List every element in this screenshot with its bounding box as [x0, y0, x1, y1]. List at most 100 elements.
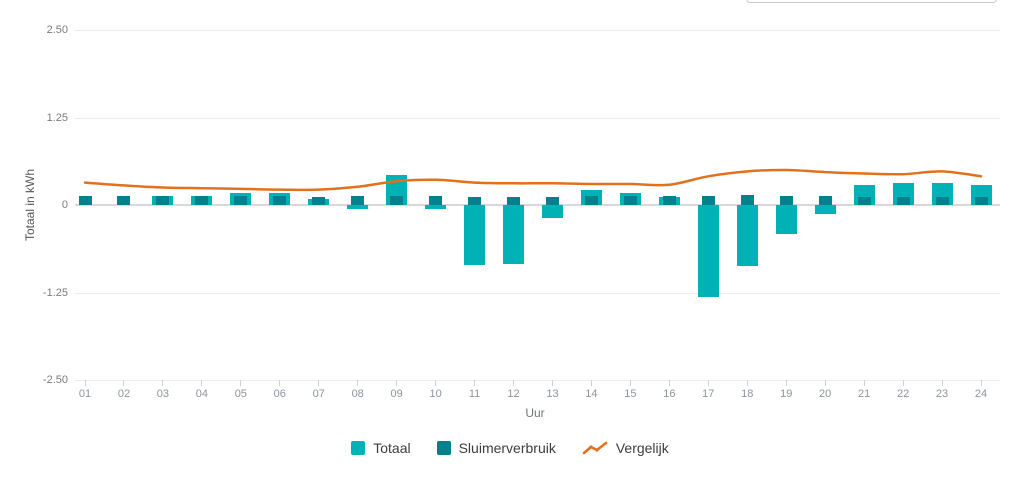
x-tick-mark	[668, 380, 670, 386]
bar-sluimerverbruik-07[interactable]	[312, 196, 326, 205]
x-tick-label: 14	[585, 388, 598, 400]
bar-sluimerverbruik-11[interactable]	[468, 196, 482, 205]
y-tick-label: 1.25	[46, 111, 68, 124]
x-tick-label: 23	[935, 388, 949, 400]
bar-totaal-11[interactable]	[464, 205, 486, 266]
bar-sluimerverbruik-09[interactable]	[390, 195, 404, 205]
x-tick-mark	[201, 380, 203, 386]
x-tick-label: 04	[195, 388, 208, 400]
gridline	[75, 380, 1000, 381]
bar-sluimerverbruik-19[interactable]	[779, 195, 793, 205]
legend-label-totaal: Totaal	[373, 440, 411, 456]
x-tick-mark	[162, 380, 164, 386]
bar-totaal-18[interactable]	[736, 205, 758, 266]
x-tick-mark	[902, 380, 904, 386]
x-tick-label: 05	[234, 388, 247, 400]
x-tick-mark	[629, 380, 631, 386]
x-tick-label: 06	[273, 388, 286, 400]
x-tick-mark	[785, 380, 787, 386]
bar-sluimerverbruik-20[interactable]	[818, 195, 832, 205]
bar-sluimerverbruik-22[interactable]	[896, 196, 910, 205]
bar-sluimerverbruik-18[interactable]	[740, 195, 754, 205]
legend-label-vergelijk: Vergelijk	[615, 440, 669, 456]
bar-sluimerverbruik-04[interactable]	[195, 195, 209, 205]
x-tick-label: 09	[390, 388, 403, 400]
period-dropdown-cutoff[interactable]	[746, 0, 997, 3]
bar-sluimerverbruik-17[interactable]	[701, 195, 715, 205]
x-tick-label: 10	[429, 388, 442, 400]
bar-totaal-19[interactable]	[775, 205, 797, 235]
bar-sluimerverbruik-02[interactable]	[117, 195, 131, 205]
x-tick-mark	[474, 380, 476, 386]
bar-sluimerverbruik-16[interactable]	[662, 195, 676, 205]
x-tick-label: 12	[507, 388, 520, 400]
x-tick-label: 20	[819, 388, 832, 400]
bar-sluimerverbruik-23[interactable]	[935, 196, 949, 205]
x-tick-mark	[279, 380, 281, 386]
sluimerverbruik-swatch-icon	[436, 441, 451, 455]
x-tick-label: 02	[117, 388, 131, 400]
x-tick-label: 08	[351, 388, 364, 400]
zero-gridline	[75, 204, 1000, 206]
bar-totaal-12[interactable]	[503, 205, 525, 264]
bar-sluimerverbruik-06[interactable]	[273, 195, 287, 205]
bar-sluimerverbruik-13[interactable]	[545, 196, 559, 205]
y-tick-label: -1.25	[42, 286, 68, 299]
x-tick-label: 11	[468, 388, 481, 400]
legend-label-sluimerverbruik: Sluimerverbruik	[458, 440, 556, 456]
x-tick-label: 17	[702, 388, 715, 400]
x-tick-mark	[513, 380, 515, 386]
legend-item-vergelijk[interactable]: Vergelijk	[582, 440, 669, 456]
legend-item-totaal[interactable]: Totaal	[351, 440, 411, 456]
bar-totaal-20[interactable]	[814, 205, 836, 215]
x-tick-label: 18	[741, 388, 754, 400]
y-tick-label: -2.50	[42, 374, 68, 386]
x-tick-mark	[318, 380, 320, 386]
x-tick-label: 03	[156, 388, 170, 400]
x-tick-label: 22	[896, 388, 910, 400]
bar-sluimerverbruik-08[interactable]	[351, 195, 365, 205]
x-tick-mark	[240, 380, 242, 386]
x-tick-label: 21	[858, 388, 871, 400]
x-tick-mark	[941, 380, 943, 386]
x-tick-mark	[746, 380, 748, 386]
x-tick-label: 13	[546, 388, 559, 400]
x-tick-label: 24	[974, 388, 988, 400]
x-tick-mark	[396, 380, 398, 386]
bar-sluimerverbruik-15[interactable]	[623, 195, 637, 205]
gridline	[75, 117, 1000, 119]
bar-sluimerverbruik-10[interactable]	[429, 195, 443, 205]
x-tick-mark	[980, 380, 982, 386]
gridline	[75, 30, 1000, 31]
x-tick-label: 19	[780, 388, 793, 400]
bar-totaal-13[interactable]	[541, 205, 563, 219]
bar-sluimerverbruik-14[interactable]	[584, 195, 598, 205]
bar-sluimerverbruik-12[interactable]	[507, 196, 521, 205]
x-tick-mark	[357, 380, 359, 386]
bar-sluimerverbruik-03[interactable]	[156, 195, 170, 205]
bar-sluimerverbruik-21[interactable]	[857, 197, 871, 205]
legend-item-sluimerverbruik[interactable]: Sluimerverbruik	[436, 440, 556, 456]
bar-totaal-17[interactable]	[697, 205, 719, 298]
bar-totaal-10[interactable]	[425, 205, 447, 209]
gridline	[75, 292, 1000, 294]
y-tick-label: 2.50	[46, 24, 68, 36]
bar-sluimerverbruik-01[interactable]	[78, 195, 92, 205]
x-axis-title: Uur	[525, 406, 545, 420]
x-tick-mark	[590, 380, 592, 386]
y-tick-label: 0	[61, 199, 68, 211]
bar-totaal-08[interactable]	[347, 205, 369, 210]
bar-sluimerverbruik-24[interactable]	[974, 196, 988, 205]
x-tick-mark	[707, 380, 709, 386]
x-tick-mark	[551, 380, 553, 386]
line-chart-icon	[582, 441, 608, 455]
x-tick-mark	[435, 380, 437, 386]
chart-legend: Totaal Sluimerverbruik Vergelijk	[0, 440, 1020, 456]
x-tick-label: 16	[663, 388, 676, 400]
x-tick-label: 15	[624, 388, 637, 400]
x-tick-mark	[824, 380, 826, 386]
x-tick-label: 01	[78, 388, 92, 400]
bar-sluimerverbruik-05[interactable]	[234, 195, 248, 205]
x-tick-label: 07	[312, 388, 325, 400]
